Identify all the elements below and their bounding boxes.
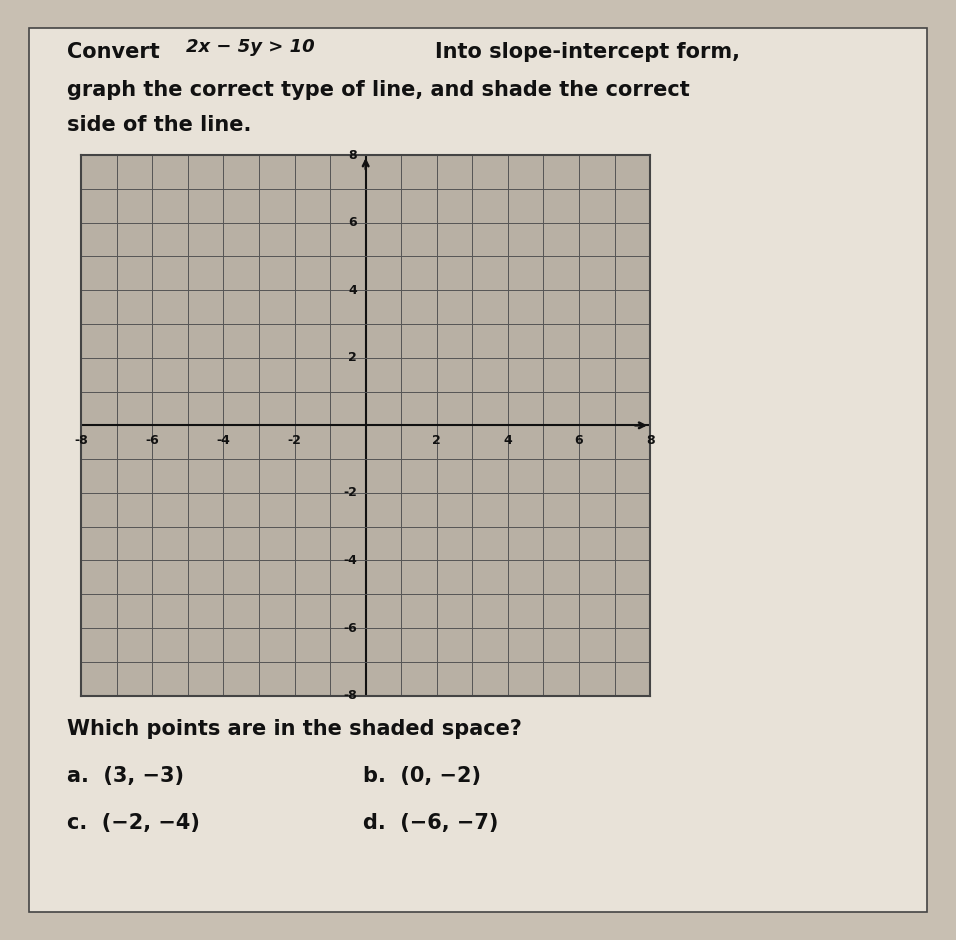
Text: 2x − 5y > 10: 2x − 5y > 10 xyxy=(186,38,315,55)
Text: -6: -6 xyxy=(145,433,160,446)
Text: -8: -8 xyxy=(343,689,357,702)
Text: side of the line.: side of the line. xyxy=(67,115,251,134)
Text: -8: -8 xyxy=(75,433,88,446)
Text: a.  (3, −3): a. (3, −3) xyxy=(67,766,184,786)
Text: -6: -6 xyxy=(343,621,357,634)
Text: Into slope-intercept form,: Into slope-intercept form, xyxy=(435,42,740,62)
Text: -2: -2 xyxy=(288,433,301,446)
Text: 2: 2 xyxy=(432,433,441,446)
Text: 6: 6 xyxy=(348,216,357,229)
Text: graph the correct type of line, and shade the correct: graph the correct type of line, and shad… xyxy=(67,80,689,100)
Text: Convert: Convert xyxy=(67,42,167,62)
Text: d.  (−6, −7): d. (−6, −7) xyxy=(363,813,499,833)
Text: 8: 8 xyxy=(348,149,357,162)
Text: 2: 2 xyxy=(348,352,357,365)
Text: 8: 8 xyxy=(645,433,655,446)
Text: 4: 4 xyxy=(348,284,357,297)
Text: 6: 6 xyxy=(575,433,583,446)
Text: -4: -4 xyxy=(343,554,357,567)
Text: -2: -2 xyxy=(343,486,357,499)
Text: b.  (0, −2): b. (0, −2) xyxy=(363,766,481,786)
Text: Which points are in the shaded space?: Which points are in the shaded space? xyxy=(67,719,522,739)
Text: 4: 4 xyxy=(504,433,512,446)
Text: -4: -4 xyxy=(216,433,230,446)
Text: c.  (−2, −4): c. (−2, −4) xyxy=(67,813,200,833)
